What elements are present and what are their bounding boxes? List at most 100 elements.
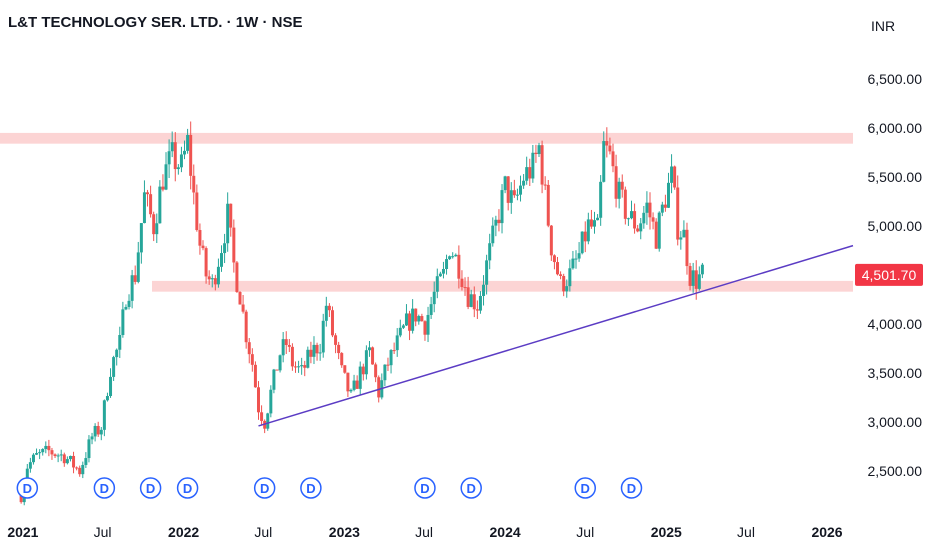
candle-body: [38, 452, 42, 454]
candle-body: [53, 454, 57, 457]
candle-body: [124, 306, 128, 310]
candle-body: [525, 167, 529, 181]
candle-body: [676, 187, 680, 240]
candle-body: [411, 308, 415, 331]
candle-body: [50, 450, 54, 455]
dividend-circle: [93, 477, 116, 499]
candle-body: [534, 152, 538, 155]
candle-body: [596, 217, 600, 221]
time-tick-label: Jul: [576, 524, 594, 540]
time-tick-label: 2025: [651, 524, 682, 540]
last-price-label: 4,501.70: [862, 267, 917, 283]
candle-body: [374, 364, 378, 378]
candle-body: [485, 260, 489, 285]
candle-body: [469, 294, 473, 307]
dividend-marker[interactable]: D: [460, 477, 482, 499]
candle-body: [330, 310, 334, 336]
candle-body: [47, 445, 51, 451]
dividend-marker[interactable]: D: [16, 477, 39, 499]
last-price-badge: [855, 263, 923, 286]
candle-body: [417, 316, 421, 322]
candle-body: [475, 309, 479, 311]
dividend-circle: [460, 477, 482, 499]
dividend-circle: [253, 477, 276, 499]
candle-body: [599, 181, 603, 218]
candle-body: [697, 274, 701, 289]
candle-body: [28, 462, 32, 469]
candle-body: [682, 229, 686, 238]
candle-body: [226, 203, 230, 244]
candle-body: [75, 467, 79, 469]
dividend-marker[interactable]: D: [253, 477, 276, 499]
candle-body: [583, 231, 587, 242]
candle-body: [565, 286, 569, 292]
candle-body: [515, 194, 519, 196]
candle-body: [318, 352, 322, 354]
candle-body: [679, 237, 683, 240]
candle-body: [244, 311, 248, 343]
candle-body: [176, 167, 180, 170]
candle-body: [556, 262, 560, 275]
candle-body: [383, 364, 387, 381]
candle-body: [112, 357, 116, 377]
candle-body: [186, 134, 190, 151]
candles-layer: [19, 121, 704, 506]
candle-body: [207, 276, 211, 280]
candle-body: [253, 364, 257, 388]
symbol-name[interactable]: L&T TECHNOLOGY SER. LTD.: [8, 14, 223, 31]
dividend-marker[interactable]: D: [139, 477, 162, 499]
candle-body: [445, 259, 449, 270]
dividend-circle: [414, 477, 436, 499]
candle-body: [127, 300, 131, 307]
exchange-label: NSE: [271, 14, 303, 31]
candle-body: [645, 202, 649, 213]
time-axis: 2021 Jul 2022 Jul 2023 Jul 2024 Jul 2025 Jul 2026: [7, 524, 842, 540]
trendline[interactable]: [258, 244, 854, 427]
dividend-marker[interactable]: D: [574, 477, 597, 499]
candle-body: [324, 305, 328, 321]
candle-body: [275, 369, 279, 371]
interval-label[interactable]: 1W: [235, 14, 259, 31]
candle-body: [673, 166, 677, 188]
candle-body: [272, 369, 276, 390]
dividend-label: D: [183, 481, 192, 496]
price-tick-label: 3,500.00: [868, 365, 923, 381]
candle-body: [173, 142, 177, 170]
candle-body: [133, 275, 137, 282]
candle-body: [167, 151, 171, 165]
candle-body: [306, 349, 310, 368]
dividend-label: D: [467, 481, 476, 496]
currency-label[interactable]: INR: [871, 18, 896, 34]
price-tick-label: 5,000.00: [868, 218, 923, 234]
candle-body: [629, 211, 633, 219]
candle-body: [192, 175, 196, 193]
title-separator: ·: [226, 14, 232, 31]
dividend-marker[interactable]: D: [414, 477, 436, 499]
candle-body: [559, 274, 563, 276]
dividend-label: D: [627, 481, 636, 496]
dividend-marker[interactable]: D: [620, 477, 643, 499]
dividend-circle: [176, 477, 199, 499]
candle-body: [633, 211, 637, 229]
candle-body: [512, 190, 516, 196]
candle-body: [78, 467, 82, 475]
time-tick-label: 2024: [490, 524, 521, 540]
candle-body: [358, 366, 362, 389]
candle-body: [491, 225, 495, 244]
price-axis: 2,500.003,000.003,500.004,000.004,500.00…: [855, 71, 923, 479]
candle-body: [216, 266, 220, 285]
dividend-marker[interactable]: D: [176, 477, 199, 499]
candle-body: [346, 372, 350, 392]
candle-body: [87, 439, 91, 459]
candle-body: [220, 253, 224, 267]
dividend-marker[interactable]: D: [93, 477, 116, 499]
title-separator: ·: [262, 14, 268, 31]
time-tick-label: Jul: [737, 524, 755, 540]
candle-body: [35, 453, 39, 455]
dividend-marker[interactable]: D: [300, 477, 322, 499]
candle-body: [414, 308, 418, 322]
candle-body: [170, 142, 174, 152]
candle-body: [611, 151, 615, 167]
